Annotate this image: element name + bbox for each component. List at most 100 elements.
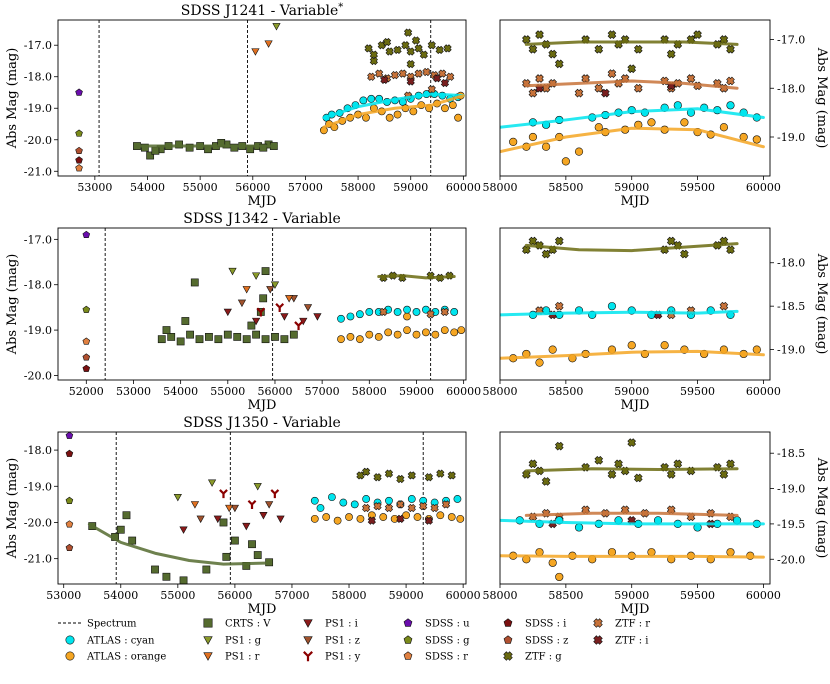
data-point-ps1_r: [190, 501, 200, 509]
data-point-ps1_z: [230, 504, 240, 513]
data-point-crts_v: [230, 536, 239, 545]
data-point-atlas_cyan: [407, 495, 416, 503]
legend-marker-ps1_y: [303, 651, 313, 662]
data-point-atlas_orange: [355, 335, 364, 344]
legend-marker-sdss_i: [503, 618, 513, 627]
data-point-ps1_r: [264, 40, 273, 48]
series-sdss_r: [65, 520, 74, 528]
data-point-ztf_i: [424, 516, 434, 525]
series-atlas_cyan: [337, 305, 459, 323]
legend-marker-crts_v: [203, 618, 213, 628]
series-ps1_g: [173, 479, 262, 502]
data-point-crts_v: [252, 330, 261, 339]
chart-panel-j1241-full: SDSS J1241 - Variable* 53000 54000 55000 560…: [5, 2, 481, 209]
data-point-sdss_z: [75, 146, 83, 154]
data-point-atlas_orange: [509, 137, 518, 146]
legend-marker-ps1_i: [303, 619, 313, 628]
legend-label-sdss_u: SDSS : u: [425, 619, 470, 630]
data-point-atlas_orange: [402, 511, 410, 520]
data-point-ps1_i: [313, 313, 322, 321]
chart-panel-j1350-zoom: 58000 58500 59000 59500 60000 -18.5 -19.0 -19.5…: [483, 431, 829, 617]
fit-curve-ztf_g: [524, 40, 739, 46]
legend-label-sdss_g: SDSS : g: [425, 636, 470, 647]
data-point-crts_v: [128, 536, 137, 545]
data-point-ztf_g: [419, 50, 428, 59]
data-point-atlas_orange: [440, 326, 449, 334]
data-point-ztf_g: [548, 49, 558, 59]
legend-item-spectrum: Spectrum: [58, 619, 137, 630]
data-point-ztf_g: [554, 441, 564, 451]
data-point-sdss_u: [75, 88, 83, 96]
series-ztf_i: [380, 74, 450, 88]
legend-item-sdss_r: SDSS : r: [403, 651, 468, 663]
fit-curve-ztf_g: [377, 274, 456, 280]
y-tick-label: -17.0: [777, 34, 805, 47]
data-point-ps1_g: [253, 483, 262, 491]
data-point-crts_v: [253, 551, 262, 559]
data-point-atlas_orange: [448, 101, 457, 109]
data-point-ztf_g: [401, 41, 410, 50]
data-point-atlas_orange: [561, 157, 570, 166]
data-point-atlas_orange: [337, 335, 345, 344]
x-tick-label: 53000: [46, 589, 81, 602]
data-point-atlas_cyan: [310, 496, 319, 505]
data-point-ps1_r: [225, 504, 234, 513]
data-point-ztf_i: [367, 516, 376, 525]
data-point-crts_v: [175, 140, 183, 149]
data-point-sdss_r: [82, 337, 91, 345]
x-tick-label: 60000: [446, 589, 481, 602]
data-point-atlas_cyan: [346, 312, 355, 321]
x-tick-label: 58000: [483, 181, 518, 194]
y-axis-label: Abs Mag (mag): [5, 458, 20, 560]
data-point-atlas_cyan: [412, 308, 421, 316]
x-tick-label: 56000: [235, 181, 270, 194]
data-point-atlas_orange: [680, 118, 689, 127]
data-point-atlas_orange: [362, 113, 370, 122]
x-tick-label: 54000: [103, 589, 138, 602]
series-ps1_r: [190, 501, 234, 513]
data-point-atlas_orange: [310, 514, 319, 523]
x-tick-label: 59500: [680, 181, 715, 194]
data-point-ztf_r: [446, 72, 455, 81]
data-point-atlas_orange: [541, 142, 551, 151]
data-point-sdss_z: [82, 353, 91, 361]
legend-marker-sdss_g: [403, 635, 413, 644]
data-point-ztf_i: [380, 75, 389, 84]
x-tick-label: 55000: [183, 181, 218, 194]
data-point-ztf_g: [660, 463, 669, 472]
y-axis-label: Abs Mag (mag): [5, 48, 20, 150]
y-tick-label: -18.0: [777, 82, 805, 95]
chart-title: SDSS J1350 - Variable: [183, 415, 341, 431]
chart-title-superscript: *: [338, 2, 343, 13]
legend-marker-atlas_cyan: [65, 635, 75, 645]
legend-label-spectrum: Spectrum: [87, 619, 137, 630]
legend-item-ztf_i: ZTF : i: [593, 635, 648, 647]
legend-item-sdss_z: SDSS : z: [503, 635, 568, 647]
chart-title-main: SDSS J1342 - Variable: [183, 211, 341, 227]
x-tick-label: 60000: [746, 181, 781, 194]
data-point-atlas_cyan: [339, 498, 348, 507]
chart-title-main: SDSS J1241 - Variable: [181, 3, 339, 19]
data-point-atlas_cyan: [450, 308, 459, 316]
data-point-ztf_r: [396, 500, 405, 509]
data-point-ztf_g: [396, 474, 405, 484]
data-point-ztf_g: [436, 469, 445, 478]
y-tick-label: -20.0: [24, 516, 52, 529]
legend-label-ps1_i: PS1 : i: [325, 619, 358, 630]
data-point-atlas_orange: [333, 516, 342, 525]
data-point-ps1_y: [294, 321, 303, 331]
data-point-ztf_r: [422, 67, 431, 77]
data-point-ztf_g: [369, 56, 378, 66]
plot-area: [500, 438, 765, 582]
data-point-ztf_r: [398, 69, 407, 78]
data-point-atlas_orange: [594, 123, 603, 132]
data-point-atlas_orange: [384, 328, 393, 337]
data-point-atlas_orange: [409, 107, 418, 116]
x-tick-label: 54000: [163, 385, 198, 398]
data-point-ztf_g: [673, 459, 683, 469]
axes-frame: [499, 431, 771, 585]
data-point-crts_v: [259, 143, 268, 152]
y-tick-label: -19.0: [777, 131, 805, 144]
data-point-ztf_i: [406, 77, 415, 86]
y-axis-label: Abs Mag (mag): [814, 253, 829, 355]
